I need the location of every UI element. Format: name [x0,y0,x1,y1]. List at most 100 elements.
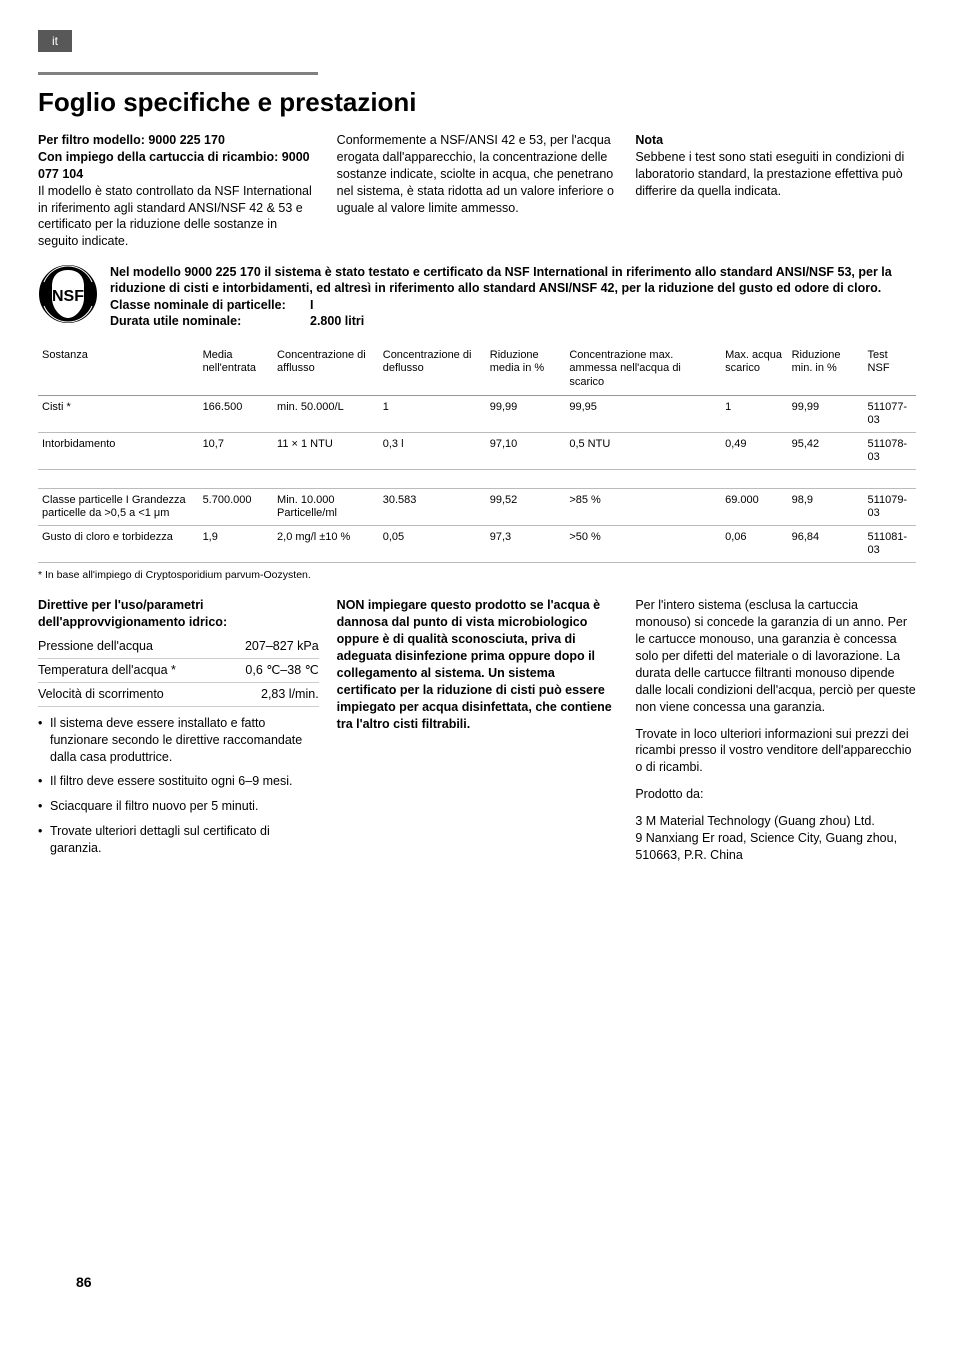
table-cell: 1 [379,395,486,432]
lower-col-1: Direttive per l'uso/parametri dell'appro… [38,597,319,865]
table-cell: 1,9 [199,526,273,563]
intro-col1-body: Il modello è stato controllato da NSF In… [38,183,319,251]
nominal-life-label: Durata utile nominale: [110,313,310,329]
warranty-p2: Trovate in loco ulteriori informazioni s… [635,726,916,777]
table-cell: Cisti * [38,395,199,432]
table-header: Max. acqua scarico [721,343,787,395]
table-row: Classe particelle I Grandezza particelle… [38,488,916,525]
particle-class-label: Classe nominale di particelle: [110,297,310,313]
particle-class-value: I [310,298,313,312]
table-cell: 0,49 [721,433,787,470]
table-cell: 511081-03 [864,526,916,563]
svg-text:NSF: NSF [52,288,84,305]
page-number: 86 [76,1274,92,1290]
table-cell: >50 % [565,526,721,563]
table-cell: 0,06 [721,526,787,563]
list-item: Trovate ulteriori dettagli sul certifica… [38,823,319,857]
table-cell: 97,3 [486,526,566,563]
language-code: it [38,30,72,52]
table-cell: 99,99 [788,395,864,432]
table-header: Riduzione media in % [486,343,566,395]
table-cell: 69.000 [721,488,787,525]
cartridge-line: Con impiego della cartuccia di ricambio:… [38,149,319,183]
table-cell: 99,95 [565,395,721,432]
table-cell: 10,7 [199,433,273,470]
table-header: Concentrazione di deflusso [379,343,486,395]
param-label: Pressione dell'acqua [38,635,221,658]
table-gap-row [38,470,916,488]
table-header: Riduzione min. in % [788,343,864,395]
table-cell: 166.500 [199,395,273,432]
table-cell: Intorbidamento [38,433,199,470]
certification-text: Nel modello 9000 225 170 il sistema è st… [110,264,916,329]
param-row: Temperatura dell'acqua *0,6 ℃–38 ℃ [38,659,319,683]
filter-model-line: Per filtro modello: 9000 225 170 [38,132,319,149]
table-cell: min. 50.000/L [273,395,379,432]
usage-bullets: Il sistema deve essere installato e fatt… [38,715,319,857]
lower-columns: Direttive per l'uso/parametri dell'appro… [38,597,916,865]
table-header: Sostanza [38,343,199,395]
note-heading: Nota [635,132,916,149]
table-cell: 30.583 [379,488,486,525]
note-body: Sebbene i test sono stati eseguiti in co… [635,149,916,200]
produced-by-label: Prodotto da: [635,786,916,803]
certification-row: NSF Nel modello 9000 225 170 il sistema … [38,264,916,329]
table-cell: 99,99 [486,395,566,432]
table-cell: 95,42 [788,433,864,470]
intro-col2-body: Conformemente a NSF/ANSI 42 e 53, per l'… [337,132,618,216]
table-header: Media nell'entrata [199,343,273,395]
param-row: Pressione dell'acqua207–827 kPa [38,635,319,658]
table-cell: 1 [721,395,787,432]
table-header: Test NSF [864,343,916,395]
table-cell: 0,5 NTU [565,433,721,470]
nominal-life-value: 2.800 litri [310,314,364,328]
param-value: 2,83 l/min. [221,682,319,706]
nsf-logo-icon: NSF [38,264,98,329]
table-cell: 5.700.000 [199,488,273,525]
language-tab: it [38,30,916,52]
table-row: Intorbidamento10,711 × 1 NTU0,3 l97,100,… [38,433,916,470]
table-row: Gusto di cloro e torbidezza1,92,0 mg/l ±… [38,526,916,563]
param-row: Velocità di scorrimento2,83 l/min. [38,682,319,706]
parameters-table: Pressione dell'acqua207–827 kPaTemperatu… [38,635,319,707]
lower-col-3: Per l'intero sistema (esclusa la cartucc… [635,597,916,865]
list-item: Sciacquare il filtro nuovo per 5 minuti. [38,798,319,815]
table-header: Concentrazione di afflusso [273,343,379,395]
param-value: 0,6 ℃–38 ℃ [221,659,319,683]
table-cell: Gusto di cloro e torbidezza [38,526,199,563]
manufacturer-name: 3 M Material Technology (Guang zhou) Ltd… [635,813,916,830]
cert-bold-statement: Nel modello 9000 225 170 il sistema è st… [110,264,916,297]
intro-col-1: Per filtro modello: 9000 225 170 Con imp… [38,132,319,250]
intro-col-2: Conformemente a NSF/ANSI 42 e 53, per l'… [337,132,618,250]
intro-columns: Per filtro modello: 9000 225 170 Con imp… [38,132,916,250]
table-cell: 97,10 [486,433,566,470]
divider-rule [38,72,318,75]
table-cell: 98,9 [788,488,864,525]
table-footnote: * In base all'impiego di Cryptosporidium… [38,569,916,581]
table-cell: 511079-03 [864,488,916,525]
table-cell: 96,84 [788,526,864,563]
usage-heading: Direttive per l'uso/parametri dell'appro… [38,597,319,631]
table-cell: 11 × 1 NTU [273,433,379,470]
performance-table: SostanzaMedia nell'entrataConcentrazione… [38,343,916,563]
table-cell: Classe particelle I Grandezza particelle… [38,488,199,525]
page-title: Foglio specifiche e prestazioni [38,87,916,118]
list-item: Il filtro deve essere sostituito ogni 6–… [38,773,319,790]
param-label: Velocità di scorrimento [38,682,221,706]
table-row: Cisti *166.500min. 50.000/L199,9999,9519… [38,395,916,432]
table-header: Concentrazione max. ammessa nell'acqua d… [565,343,721,395]
table-cell: 2,0 mg/l ±10 % [273,526,379,563]
warning-text: NON impiegare questo prodotto se l'acqua… [337,597,618,732]
list-item: Il sistema deve essere installato e fatt… [38,715,319,766]
lower-col-2: NON impiegare questo prodotto se l'acqua… [337,597,618,865]
param-value: 207–827 kPa [221,635,319,658]
table-cell: 511078-03 [864,433,916,470]
param-label: Temperatura dell'acqua * [38,659,221,683]
table-cell: >85 % [565,488,721,525]
intro-col-3: Nota Sebbene i test sono stati eseguiti … [635,132,916,250]
table-cell: 511077-03 [864,395,916,432]
warranty-p1: Per l'intero sistema (esclusa la cartucc… [635,597,916,715]
table-cell: Min. 10.000 Particelle/ml [273,488,379,525]
table-cell: 0,05 [379,526,486,563]
table-cell: 0,3 l [379,433,486,470]
